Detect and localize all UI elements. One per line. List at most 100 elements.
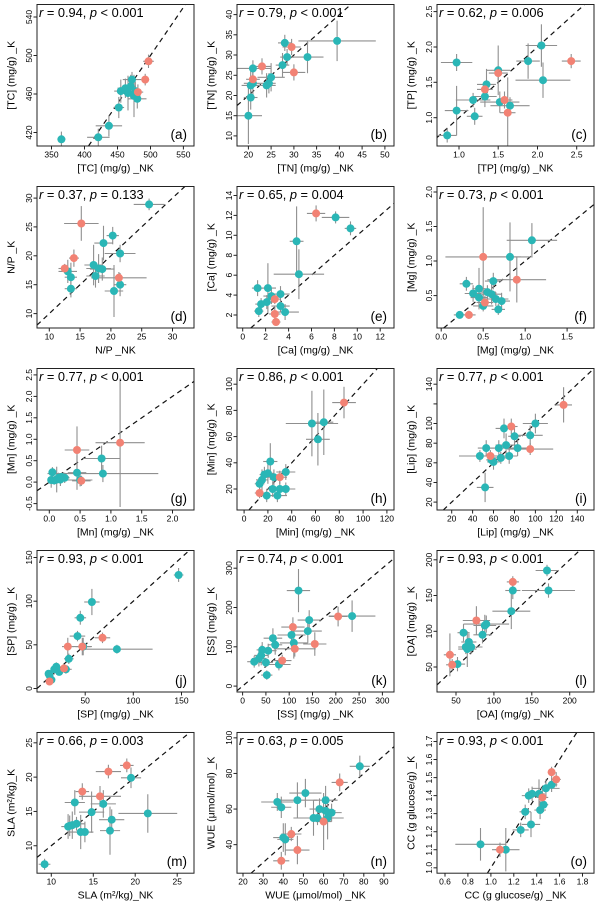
y-tick-label: 14 xyxy=(224,191,234,201)
data-point xyxy=(106,826,114,835)
scatter-panel-n: 20 30 40 50 60 70 80 90 40 60 80 100 WUE (μmol/mol) … xyxy=(200,728,400,909)
data-point xyxy=(143,809,152,818)
data-point xyxy=(340,398,348,407)
x-tick-label: 2.0 xyxy=(167,514,179,524)
x-tick-label: 300 xyxy=(375,696,389,706)
data-layer-m xyxy=(37,732,191,870)
scatter-plot-d: 10 15 20 25 30 10 15 20 25 30 N/P _NK N/P _K r = 0.3… xyxy=(6,186,195,357)
data-point xyxy=(263,284,272,293)
data-point xyxy=(91,272,100,280)
data-point xyxy=(552,775,561,784)
y-tick-label: 2.0 xyxy=(24,390,34,402)
data-point xyxy=(331,213,340,222)
plot-box xyxy=(236,731,395,874)
data-point xyxy=(255,489,264,497)
y-tick-label: 100 xyxy=(224,639,234,653)
data-point xyxy=(287,830,296,838)
data-point xyxy=(60,664,68,673)
x-axis-label: [Lip] (mg/g) _NK xyxy=(477,527,553,539)
data-point xyxy=(508,586,517,595)
data-point xyxy=(40,860,49,869)
panel-letter: (b) xyxy=(371,127,388,142)
x-tick-label: 20 xyxy=(238,877,248,887)
y-axis-label: [TN] (mg/g) _K xyxy=(206,41,218,110)
data-point xyxy=(292,237,301,246)
data-point xyxy=(254,307,263,316)
data-point xyxy=(258,645,267,654)
x-tick-label: 50 xyxy=(451,696,461,706)
data-point xyxy=(516,825,525,834)
panel-letter: (a) xyxy=(171,127,188,142)
data-point xyxy=(248,75,257,84)
y-tick-label: 2.0 xyxy=(424,186,434,198)
data-point xyxy=(319,418,328,427)
data-point xyxy=(87,808,96,817)
data-point xyxy=(122,761,131,770)
data-point xyxy=(288,623,297,632)
data-point xyxy=(76,613,85,622)
plot-box xyxy=(236,550,395,693)
stats-annotation: r = 0.62, p = 0.006 xyxy=(439,5,544,20)
y-axis-label: [SS] (mg/g) _K xyxy=(206,587,218,656)
identity-line xyxy=(37,732,191,858)
x-tick-label: 35 xyxy=(312,150,322,160)
y-tick-label: 60 xyxy=(224,432,234,442)
scatter-panel-o: 0.6 0.8 1.0 1.2 1.4 1.6 1.8 1.0 1.1 1.2 1.3 1.4 1.5 1… xyxy=(400,728,600,909)
x-tick-label: 80 xyxy=(510,514,520,524)
data-point xyxy=(87,598,96,606)
x-tick-label: 12 xyxy=(375,332,385,342)
x-tick-label: 80 xyxy=(359,877,369,887)
y-tick-label: 20 xyxy=(24,772,34,782)
data-point xyxy=(303,53,312,62)
x-tick-label: 40 xyxy=(279,877,289,887)
data-point xyxy=(445,650,454,659)
identity-line xyxy=(442,368,594,510)
data-point xyxy=(307,419,316,428)
y-tick-label: 100 xyxy=(224,731,234,745)
data-point xyxy=(110,287,118,295)
x-tick-label: 1.5 xyxy=(561,332,573,342)
data-point xyxy=(144,57,153,66)
data-point xyxy=(310,640,319,648)
data-point xyxy=(294,270,303,279)
plot-box xyxy=(36,186,195,329)
x-tick-label: 0.0 xyxy=(43,514,55,524)
plot-box xyxy=(436,731,595,874)
x-tick-label: 30 xyxy=(289,150,299,160)
x-tick-label: 1.8 xyxy=(577,877,589,887)
x-tick-label: 30 xyxy=(168,332,178,342)
y-axis-label: CC (g glucose/g) _K xyxy=(406,756,417,850)
data-point xyxy=(315,805,324,814)
scatter-panel-i: 20 40 60 80 100 120 140 20 40 60 80 100 140 [Lip] (mg… xyxy=(400,364,600,546)
plot-box xyxy=(36,368,195,511)
data-point xyxy=(489,277,498,286)
x-tick-label: 60 xyxy=(489,514,499,524)
panel-letter: (j) xyxy=(175,673,187,688)
data-point xyxy=(482,444,491,453)
data-point xyxy=(305,616,314,625)
y-axis-label: [TP] (mg/g) _K xyxy=(406,41,418,109)
y-axis-label: [TC] (mg/g) _K xyxy=(6,41,18,110)
x-axis-label: [Min] (mg/g) _NK xyxy=(276,527,355,539)
data-point xyxy=(464,310,473,319)
x-tick-label: 100 xyxy=(282,696,296,706)
y-tick-label: 80 xyxy=(424,438,434,448)
data-point xyxy=(60,473,69,482)
data-point xyxy=(281,485,290,493)
data-layer-d xyxy=(37,186,186,326)
data-point xyxy=(48,468,57,477)
data-point xyxy=(78,642,87,651)
panel-letter: (i) xyxy=(575,491,587,506)
x-tick-label: 10 xyxy=(353,332,363,342)
identity-line xyxy=(237,4,352,107)
y-axis-label: N/P _K xyxy=(6,241,18,274)
x-tick-label: 550 xyxy=(176,150,190,160)
data-point xyxy=(355,762,364,771)
x-tick-label: 0.5 xyxy=(74,514,86,524)
data-point xyxy=(278,61,287,70)
data-layer-n xyxy=(250,746,394,874)
y-tick-label: 40 xyxy=(224,840,234,850)
scatter-plot-i: 20 40 60 80 100 120 140 20 40 60 80 100 140 [Lip] (mg… xyxy=(406,368,595,539)
y-tick-label: 100 xyxy=(424,624,434,638)
panel-letter: (e) xyxy=(371,309,388,324)
